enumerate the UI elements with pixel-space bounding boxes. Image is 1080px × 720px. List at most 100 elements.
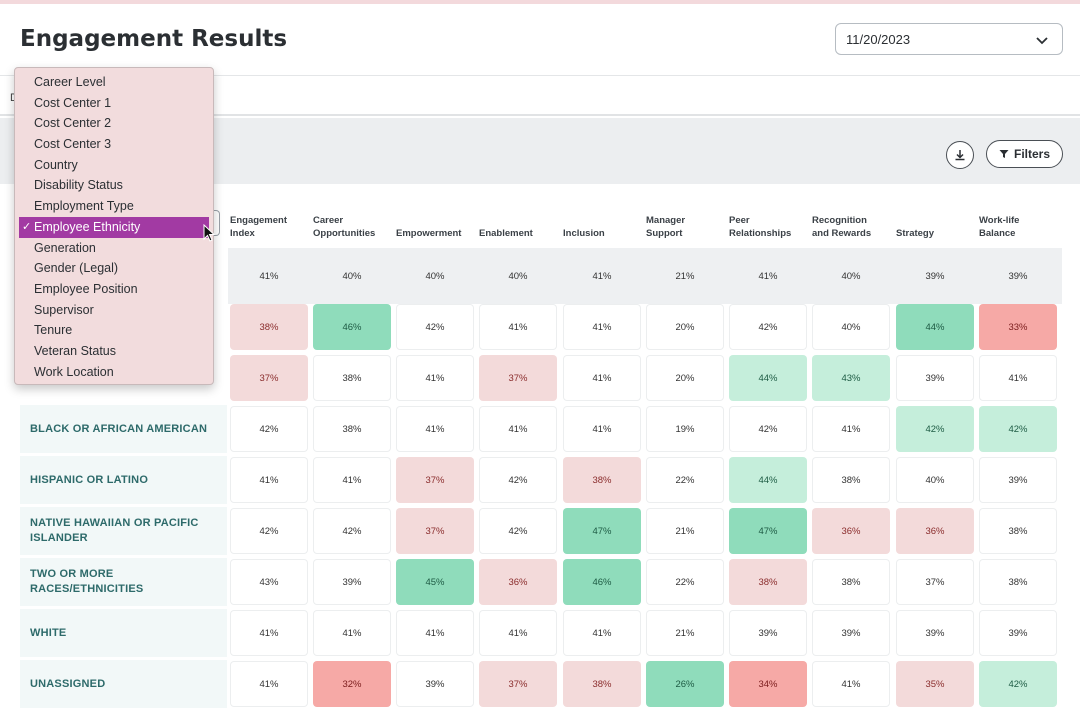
score-cell[interactable]: 42% [896, 406, 974, 452]
overall-score-cell[interactable]: 21% [675, 270, 695, 282]
score-cell[interactable]: 42% [479, 457, 557, 503]
score-cell[interactable]: 36% [479, 559, 557, 605]
dropdown-option[interactable]: Tenure [15, 320, 213, 341]
score-cell[interactable]: 41% [563, 406, 641, 452]
score-cell[interactable]: 46% [313, 304, 391, 350]
dropdown-option[interactable]: Career Level [15, 72, 213, 93]
dropdown-option[interactable]: Employee Position [15, 279, 213, 300]
score-cell[interactable]: 39% [979, 610, 1057, 656]
overall-score-cell[interactable]: 41% [259, 270, 279, 282]
score-cell[interactable]: 39% [812, 610, 890, 656]
score-cell[interactable]: 39% [979, 457, 1057, 503]
dropdown-option[interactable]: Cost Center 2 [15, 113, 213, 134]
score-cell[interactable]: 39% [729, 610, 807, 656]
score-cell[interactable]: 39% [313, 559, 391, 605]
score-cell[interactable]: 40% [896, 457, 974, 503]
score-cell[interactable]: 36% [812, 508, 890, 554]
dropdown-option[interactable]: Work Location [15, 362, 213, 383]
score-cell[interactable]: 45% [396, 559, 474, 605]
score-cell[interactable]: 43% [812, 355, 890, 401]
filters-button[interactable]: Filters [986, 140, 1063, 168]
score-cell[interactable]: 19% [646, 406, 724, 452]
download-button[interactable] [946, 141, 974, 169]
score-cell[interactable]: 41% [396, 610, 474, 656]
overall-score-cell[interactable]: 40% [425, 270, 445, 282]
score-cell[interactable]: 42% [479, 508, 557, 554]
score-cell[interactable]: 37% [479, 661, 557, 707]
score-cell[interactable]: 37% [230, 355, 308, 401]
score-cell[interactable]: 22% [646, 559, 724, 605]
dropdown-option[interactable]: Employment Type [15, 196, 213, 217]
score-cell[interactable]: 41% [479, 406, 557, 452]
dropdown-option[interactable]: Disability Status [15, 175, 213, 196]
score-cell[interactable]: 41% [230, 457, 308, 503]
overall-score-cell[interactable]: 39% [925, 270, 945, 282]
score-cell[interactable]: 33% [979, 304, 1057, 350]
overall-score-cell[interactable]: 40% [841, 270, 861, 282]
dropdown-option[interactable]: Country [15, 155, 213, 176]
score-cell[interactable]: 41% [812, 661, 890, 707]
score-cell[interactable]: 37% [896, 559, 974, 605]
score-cell[interactable]: 41% [563, 355, 641, 401]
dropdown-option[interactable]: Generation [15, 238, 213, 259]
score-cell[interactable]: 41% [812, 406, 890, 452]
score-cell[interactable]: 34% [729, 661, 807, 707]
overall-score-cell[interactable]: 40% [508, 270, 528, 282]
overall-score-cell[interactable]: 40% [342, 270, 362, 282]
dropdown-option[interactable]: Gender (Legal) [15, 258, 213, 279]
score-cell[interactable]: 36% [896, 508, 974, 554]
score-cell[interactable]: 38% [979, 508, 1057, 554]
score-cell[interactable]: 38% [313, 355, 391, 401]
score-cell[interactable]: 42% [396, 304, 474, 350]
score-cell[interactable]: 44% [729, 355, 807, 401]
score-cell[interactable]: 39% [396, 661, 474, 707]
score-cell[interactable]: 41% [479, 610, 557, 656]
score-cell[interactable]: 41% [396, 406, 474, 452]
score-cell[interactable]: 42% [979, 661, 1057, 707]
dropdown-option[interactable]: Cost Center 1 [15, 93, 213, 114]
score-cell[interactable]: 38% [729, 559, 807, 605]
score-cell[interactable]: 38% [313, 406, 391, 452]
score-cell[interactable]: 39% [896, 610, 974, 656]
date-select[interactable]: 11/20/2023 [835, 23, 1063, 55]
score-cell[interactable]: 37% [396, 508, 474, 554]
dropdown-option[interactable]: Veteran Status [15, 341, 213, 362]
score-cell[interactable]: 41% [313, 457, 391, 503]
score-cell[interactable]: 38% [230, 304, 308, 350]
score-cell[interactable]: 42% [729, 406, 807, 452]
score-cell[interactable]: 46% [563, 559, 641, 605]
score-cell[interactable]: 41% [979, 355, 1057, 401]
score-cell[interactable]: 47% [729, 508, 807, 554]
score-cell[interactable]: 41% [396, 355, 474, 401]
score-cell[interactable]: 41% [563, 304, 641, 350]
score-cell[interactable]: 44% [896, 304, 974, 350]
score-cell[interactable]: 35% [896, 661, 974, 707]
score-cell[interactable]: 32% [313, 661, 391, 707]
score-cell[interactable]: 42% [313, 508, 391, 554]
score-cell[interactable]: 26% [646, 661, 724, 707]
score-cell[interactable]: 47% [563, 508, 641, 554]
score-cell[interactable]: 38% [812, 457, 890, 503]
overall-score-cell[interactable]: 39% [1008, 270, 1028, 282]
score-cell[interactable]: 44% [729, 457, 807, 503]
score-cell[interactable]: 21% [646, 508, 724, 554]
score-cell[interactable]: 38% [563, 661, 641, 707]
dropdown-option[interactable]: Cost Center 3 [15, 134, 213, 155]
tab-label-fragment[interactable]: D [10, 92, 18, 104]
score-cell[interactable]: 43% [230, 559, 308, 605]
score-cell[interactable]: 21% [646, 610, 724, 656]
score-cell[interactable]: 41% [563, 610, 641, 656]
dropdown-option[interactable]: Supervisor [15, 300, 213, 321]
overall-score-cell[interactable]: 41% [592, 270, 612, 282]
score-cell[interactable]: 20% [646, 355, 724, 401]
score-cell[interactable]: 42% [230, 406, 308, 452]
score-cell[interactable]: 39% [896, 355, 974, 401]
score-cell[interactable]: 20% [646, 304, 724, 350]
score-cell[interactable]: 41% [230, 661, 308, 707]
score-cell[interactable]: 42% [979, 406, 1057, 452]
score-cell[interactable]: 37% [479, 355, 557, 401]
score-cell[interactable]: 38% [812, 559, 890, 605]
score-cell[interactable]: 22% [646, 457, 724, 503]
score-cell[interactable]: 41% [313, 610, 391, 656]
score-cell[interactable]: 37% [396, 457, 474, 503]
